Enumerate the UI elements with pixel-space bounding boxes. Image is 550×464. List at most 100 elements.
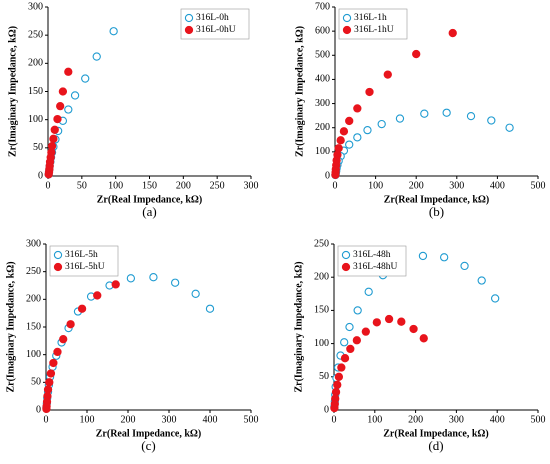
point bbox=[491, 294, 500, 303]
point bbox=[346, 344, 355, 354]
x-axis-label: Zr(Real Impedance, kΩ) bbox=[384, 194, 490, 205]
point bbox=[81, 74, 90, 83]
legend-marker bbox=[342, 25, 352, 35]
point bbox=[345, 116, 354, 126]
x-tick-label: 300 bbox=[449, 180, 464, 191]
legend-label: 316L-0hU bbox=[196, 25, 236, 35]
legend-marker bbox=[53, 250, 63, 260]
point bbox=[44, 170, 53, 179]
legend-label: 316L-0h bbox=[196, 13, 229, 23]
point bbox=[340, 354, 350, 363]
y-tick-label: 700 bbox=[315, 1, 330, 12]
point bbox=[49, 358, 58, 368]
point bbox=[66, 320, 75, 329]
point bbox=[363, 125, 372, 135]
y-axis-label: Zr(Imaginary Impedance, kΩ) bbox=[5, 261, 16, 392]
point bbox=[377, 119, 386, 129]
y-tick-label: 400 bbox=[315, 74, 330, 85]
y-tick-label: 100 bbox=[28, 114, 43, 125]
point bbox=[364, 287, 373, 296]
point bbox=[420, 109, 429, 118]
y-tick-label: 0 bbox=[325, 170, 330, 181]
y-tick-label: 200 bbox=[315, 122, 330, 133]
point bbox=[53, 347, 62, 357]
point bbox=[345, 322, 354, 332]
point bbox=[43, 385, 53, 394]
legend-marker bbox=[184, 25, 194, 35]
point bbox=[409, 324, 418, 334]
point bbox=[111, 280, 120, 289]
x-tick-label: 400 bbox=[490, 414, 505, 425]
x-tick-label: 400 bbox=[203, 414, 218, 425]
point bbox=[64, 105, 73, 114]
point bbox=[93, 291, 102, 300]
x-tick-label: 100 bbox=[368, 180, 383, 191]
x-tick-label: 500 bbox=[531, 414, 546, 425]
y-tick-label: 200 bbox=[26, 294, 41, 305]
point bbox=[397, 317, 406, 326]
legend-label: 316L-1hU bbox=[354, 25, 394, 35]
point bbox=[442, 108, 451, 117]
point bbox=[331, 170, 340, 179]
point bbox=[58, 87, 68, 96]
y-tick-label: 300 bbox=[28, 1, 43, 12]
x-tick-label: 100 bbox=[80, 414, 95, 425]
x-tick-label: 100 bbox=[367, 414, 382, 425]
point bbox=[487, 116, 496, 125]
caption: (a) bbox=[142, 204, 156, 219]
x-tick-label: 200 bbox=[408, 414, 423, 425]
x-tick-label: 200 bbox=[176, 180, 191, 191]
panel: 0 100 200 300 400 500 0 50 100 150 200 250 Zr(Real I… bbox=[293, 238, 545, 453]
point bbox=[345, 140, 354, 149]
caption: (b) bbox=[429, 204, 444, 219]
y-axis-label: Zr(Imaginary Impedance, kΩ) bbox=[293, 261, 304, 392]
point bbox=[448, 28, 457, 38]
x-tick-label: 500 bbox=[531, 180, 546, 191]
caption: (c) bbox=[141, 438, 155, 453]
legend-label: 316L-5hU bbox=[65, 262, 105, 272]
y-tick-label: 500 bbox=[315, 50, 330, 61]
y-tick-label: 100 bbox=[314, 338, 329, 349]
legend-box bbox=[337, 245, 407, 277]
point bbox=[109, 27, 118, 36]
y-tick-label: 0 bbox=[38, 170, 43, 181]
point bbox=[170, 278, 180, 287]
legend-marker bbox=[341, 262, 351, 272]
legend-label: 316L-1h bbox=[354, 13, 387, 23]
y-axis-label: Zr(Imaginary Impedance, kΩ) bbox=[294, 26, 305, 157]
y-tick-label: 50 bbox=[33, 142, 43, 153]
point bbox=[56, 101, 65, 111]
x-tick-label: 300 bbox=[162, 414, 177, 425]
caption: (d) bbox=[428, 438, 443, 453]
point bbox=[42, 404, 51, 414]
y-tick-label: 150 bbox=[28, 86, 43, 97]
point bbox=[372, 318, 381, 327]
legend-box bbox=[338, 8, 408, 40]
x-tick-label: 0 bbox=[46, 180, 51, 191]
point bbox=[352, 336, 361, 345]
point bbox=[419, 334, 428, 343]
legend-box bbox=[49, 245, 119, 277]
point bbox=[395, 114, 405, 123]
x-axis-label: Zr(Real Impedance, kΩ) bbox=[97, 194, 203, 205]
x-tick-label: 250 bbox=[210, 180, 225, 191]
point bbox=[149, 273, 158, 282]
x-tick-label: 0 bbox=[44, 414, 49, 425]
x-tick-label: 300 bbox=[244, 180, 259, 191]
point bbox=[333, 380, 342, 389]
legend-label: 316L-48h bbox=[353, 250, 391, 260]
y-axis-label: Zr(Imaginary Impedance, kΩ) bbox=[7, 26, 18, 157]
legend-marker bbox=[53, 262, 63, 272]
y-tick-label: 50 bbox=[31, 377, 41, 388]
y-tick-label: 150 bbox=[314, 305, 329, 316]
point bbox=[505, 123, 514, 132]
point bbox=[126, 274, 136, 283]
y-tick-label: 100 bbox=[315, 146, 330, 157]
x-tick-label: 50 bbox=[77, 180, 87, 191]
point bbox=[337, 363, 346, 372]
point bbox=[59, 335, 68, 344]
y-tick-label: 250 bbox=[26, 266, 41, 277]
point bbox=[334, 144, 343, 153]
point bbox=[70, 91, 80, 100]
